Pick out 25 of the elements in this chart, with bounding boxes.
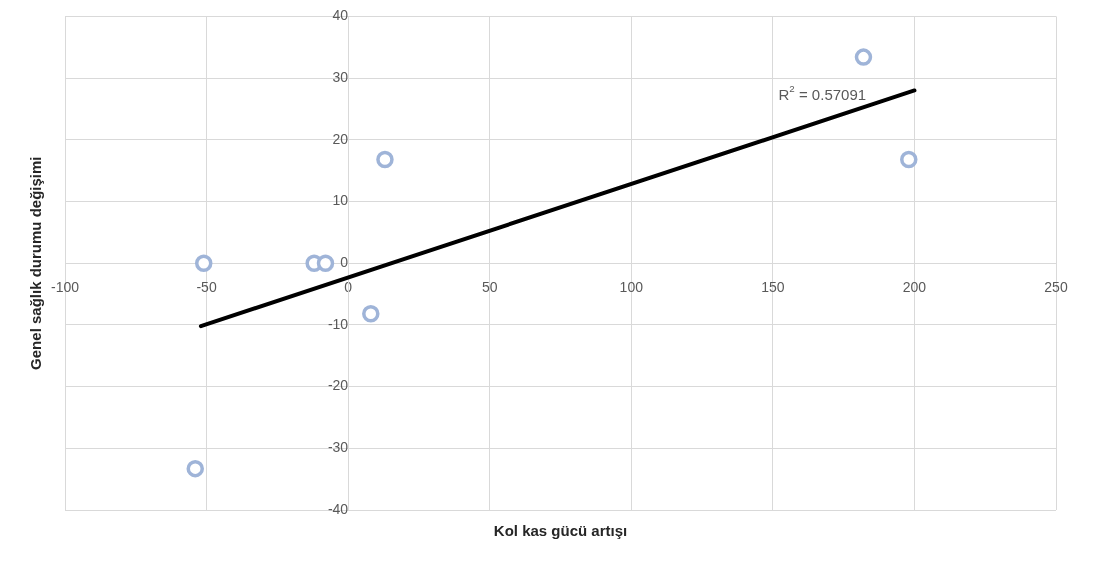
point: [900, 150, 918, 169]
x-tick-label: -50: [196, 279, 217, 296]
point: [376, 150, 394, 169]
x-tick-label: 250: [1044, 279, 1068, 296]
y-tick-label: -30: [327, 439, 349, 456]
y-tick-label: 10: [332, 192, 349, 209]
x-tick-label: -100: [50, 279, 80, 296]
x-tick-label: 150: [761, 279, 785, 296]
x-axis-title: Kol kas gücü artışı: [493, 522, 628, 540]
y-tick-label: 20: [332, 130, 349, 147]
point: [854, 48, 873, 66]
point: [186, 459, 204, 478]
point: [316, 254, 335, 272]
x-tick-label: 50: [481, 279, 498, 296]
x-tick-label: 100: [619, 279, 644, 296]
y-tick-label: -10: [327, 315, 349, 332]
y-tick-label: -20: [327, 377, 349, 394]
x-tick-label: 200: [902, 279, 927, 296]
y-tick-label: 0: [340, 254, 349, 271]
point: [362, 305, 380, 323]
y-tick-label: 40: [332, 7, 349, 24]
y-axis-title: Genel sağlık durumu değişimi: [27, 156, 45, 370]
y-tick-label: 30: [332, 68, 349, 85]
point: [194, 254, 213, 272]
y-tick-label: -40: [327, 500, 349, 517]
